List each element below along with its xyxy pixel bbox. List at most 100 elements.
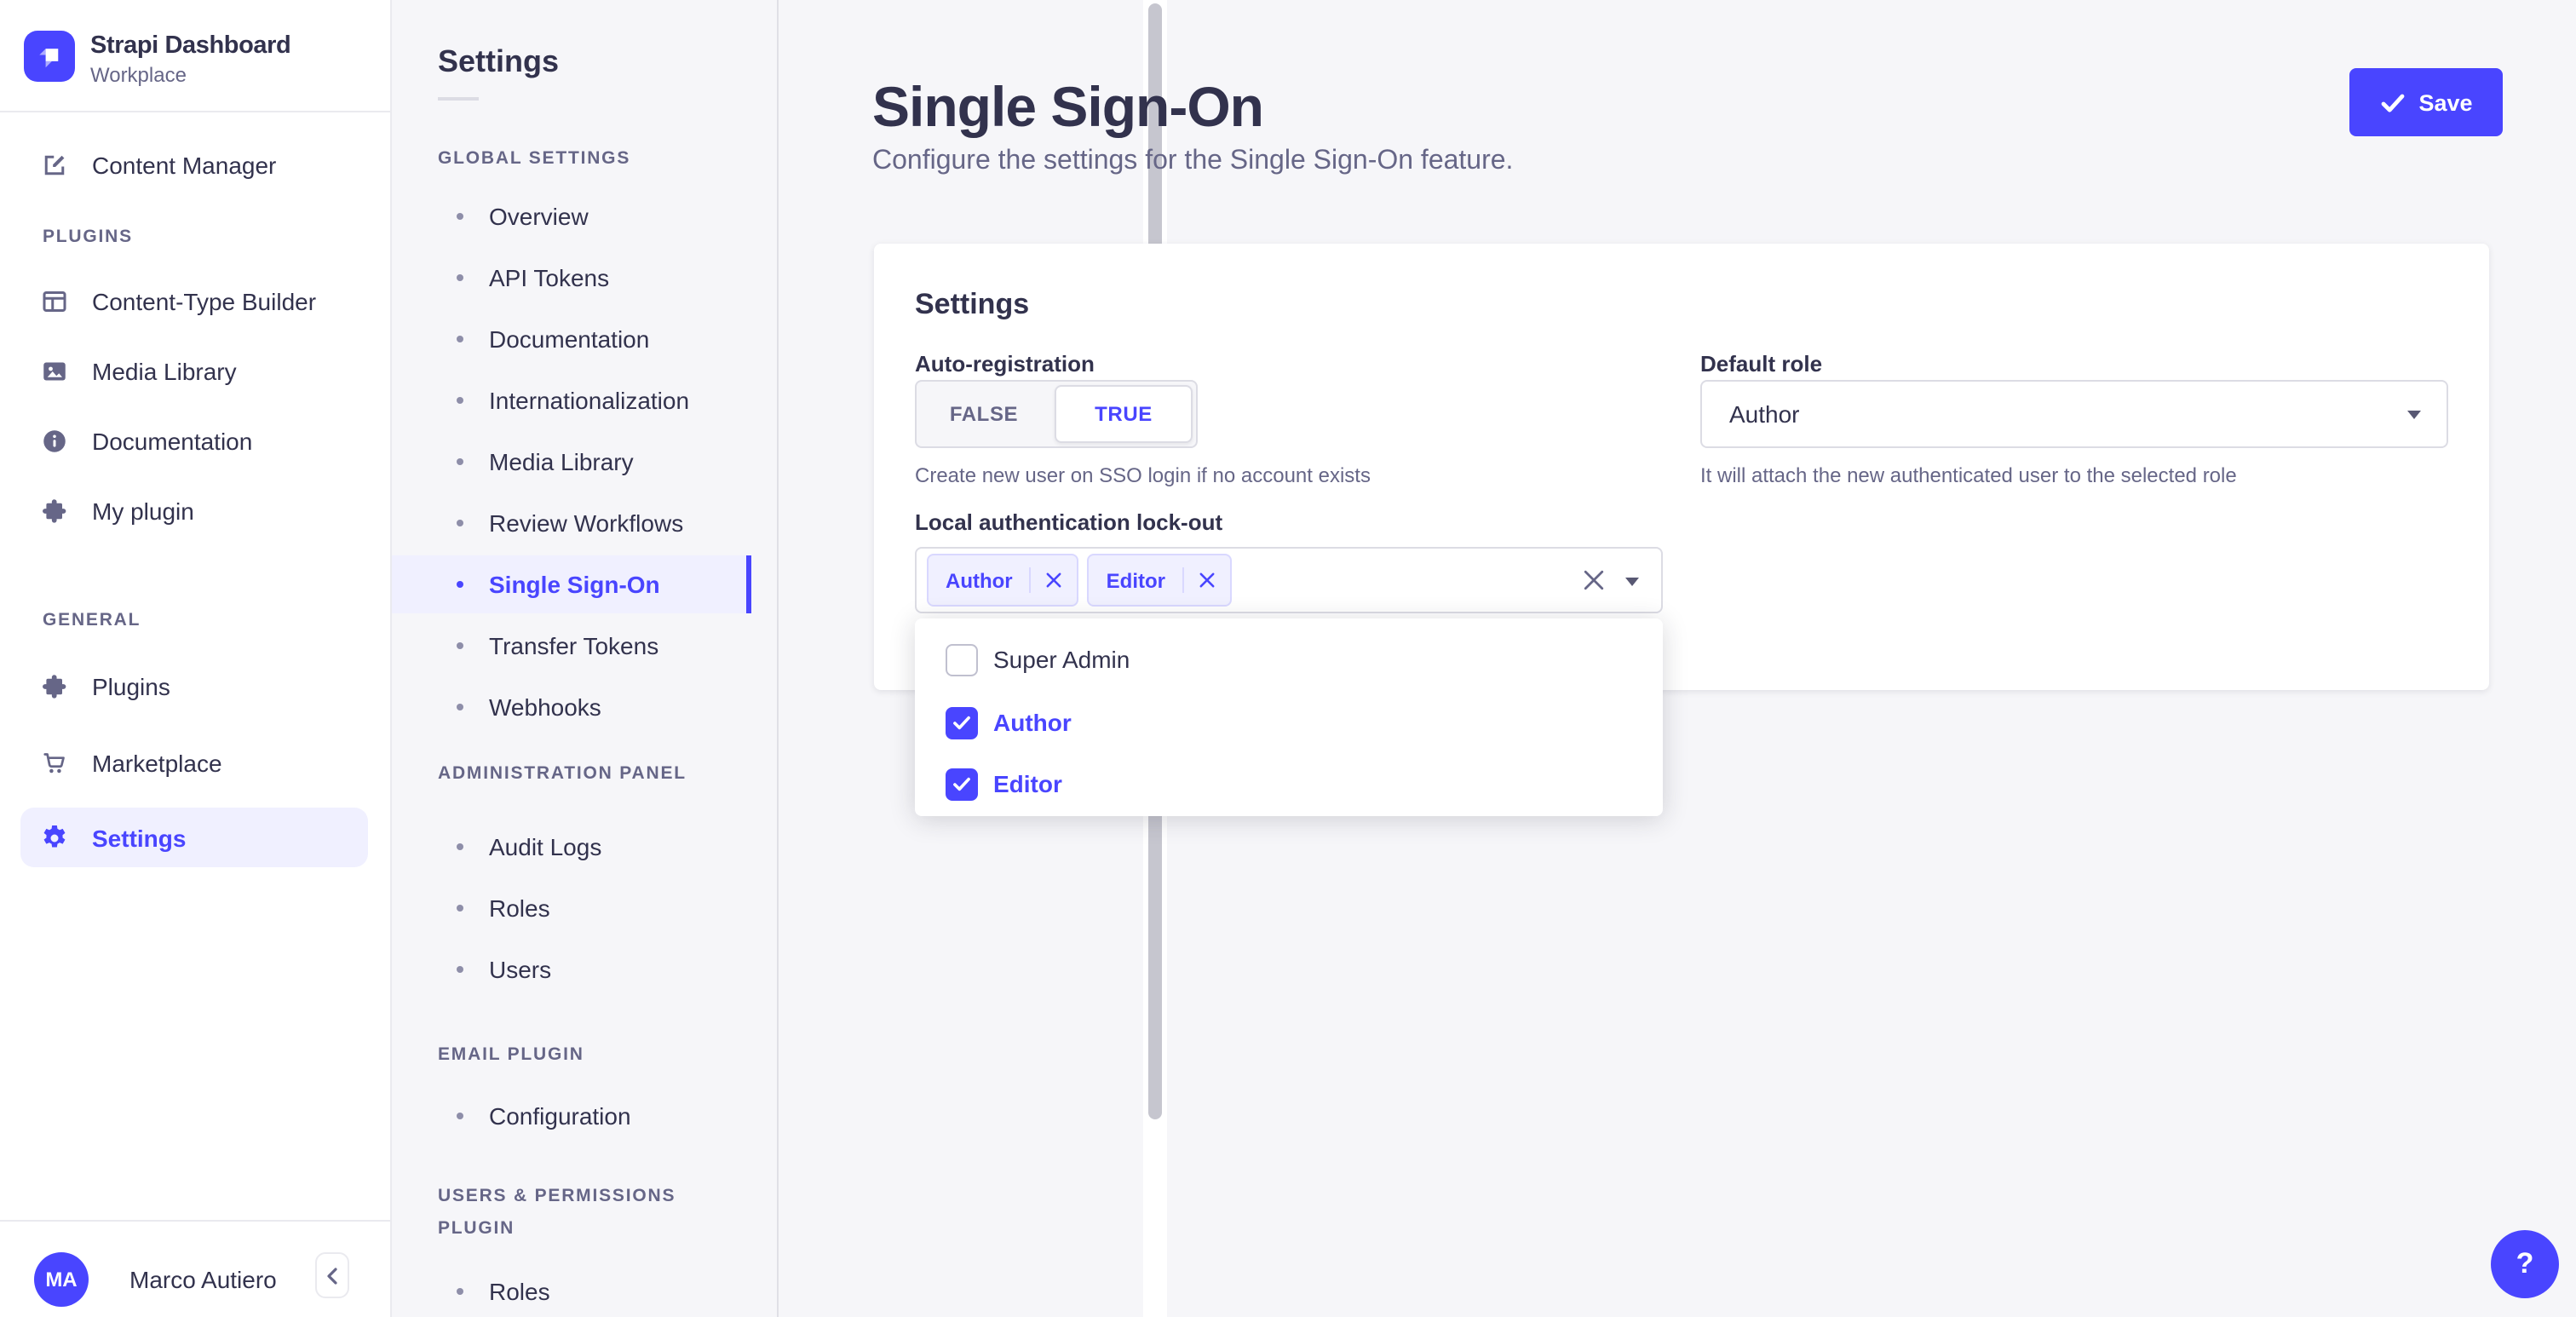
default-role-label: Default role: [1700, 351, 1823, 377]
toggle-option-false[interactable]: FALSE: [949, 402, 1019, 426]
tag-separator: [1029, 567, 1032, 593]
subnav-item-roles[interactable]: Roles: [392, 879, 751, 937]
subnav-item-webhooks[interactable]: Webhooks: [392, 678, 751, 736]
subnav-item-single-sign-on[interactable]: Single Sign-On: [392, 555, 751, 613]
clear-all-icon[interactable]: [1583, 569, 1605, 591]
bullet-icon: [457, 704, 463, 710]
caret-down-icon: [1625, 578, 1639, 586]
bullet-icon: [457, 642, 463, 649]
bullet-icon: [457, 520, 463, 526]
divider: [0, 111, 390, 112]
divider: [0, 1220, 390, 1222]
subnav-section-email-plugin: EMAIL PLUGIN: [438, 1044, 584, 1065]
picture-icon: [39, 356, 70, 387]
tag-separator: [1182, 567, 1184, 593]
sidebar-active-highlight: [20, 808, 368, 867]
settings-panel: Settings Auto-registration FALSE TRUE Cr…: [874, 244, 2489, 816]
sidebar-item-plugins[interactable]: Plugins: [0, 656, 390, 717]
workspace-subtitle: Workplace: [90, 63, 187, 87]
checkbox-checked[interactable]: [946, 768, 978, 800]
bullet-icon: [457, 1288, 463, 1295]
avatar: MA: [34, 1252, 89, 1307]
lockout-multiselect[interactable]: Author Editor: [915, 547, 1663, 613]
subnav-item-configuration[interactable]: Configuration: [392, 1087, 751, 1145]
user-profile[interactable]: MA Marco Autiero: [0, 1242, 390, 1317]
subnav-item-overview[interactable]: Overview: [392, 187, 751, 245]
subnav-item-transfer-tokens[interactable]: Transfer Tokens: [392, 617, 751, 675]
collapse-sidebar-button[interactable]: [315, 1252, 349, 1298]
checkbox-checked[interactable]: [946, 706, 978, 739]
default-role-hint: It will attach the new authenticated use…: [1700, 463, 2237, 487]
subnav-item-api-tokens[interactable]: API Tokens: [392, 249, 751, 307]
workspace-title: Strapi Dashboard: [90, 32, 291, 60]
lockout-dropdown: Super Admin Author Editor: [915, 618, 1663, 816]
auto-registration-toggle: FALSE TRUE: [915, 380, 1198, 448]
user-name: Marco Autiero: [129, 1266, 277, 1293]
bullet-icon: [457, 966, 463, 973]
subnav-item-media-library[interactable]: Media Library: [392, 433, 751, 491]
sidebar-item-content-manager[interactable]: Content Manager: [0, 135, 390, 196]
bullet-icon: [457, 274, 463, 281]
subnav-item-up-roles[interactable]: Roles: [392, 1262, 751, 1317]
sidebar-item-settings[interactable]: Settings: [0, 808, 390, 867]
tag-author[interactable]: Author: [927, 554, 1079, 607]
panel-title: Settings: [915, 288, 1030, 320]
subnav-item-internationalization[interactable]: Internationalization: [392, 371, 751, 429]
info-icon: [39, 426, 70, 457]
subnav-item-audit-logs[interactable]: Audit Logs: [392, 818, 751, 876]
option-super-admin[interactable]: Super Admin: [915, 629, 1663, 690]
bullet-icon: [457, 458, 463, 465]
active-edge-bar: [746, 555, 751, 613]
remove-tag-icon[interactable]: [1032, 572, 1078, 588]
tag-editor[interactable]: Editor: [1087, 554, 1232, 607]
subnav-section-administration-panel: ADMINISTRATION PANEL: [438, 763, 687, 784]
sidebar-item-label: Plugins: [92, 673, 170, 700]
sidebar-item-label: Media Library: [92, 358, 237, 385]
cart-icon: [39, 748, 70, 779]
subnav-item-review-workflows[interactable]: Review Workflows: [392, 494, 751, 552]
settings-subnav: Settings GLOBAL SETTINGS Overview API To…: [392, 0, 1167, 1317]
sidebar-section-general: GENERAL: [43, 610, 141, 630]
save-button[interactable]: Save: [2349, 68, 2503, 136]
puzzle-icon: [39, 671, 70, 702]
auto-registration-label: Auto-registration: [915, 351, 1095, 377]
auto-registration-hint: Create new user on SSO login if no accou…: [915, 463, 1371, 487]
remove-tag-icon[interactable]: [1184, 572, 1230, 588]
chevron-left-icon: [325, 1267, 339, 1284]
bullet-icon: [457, 397, 463, 404]
bullet-icon: [457, 1113, 463, 1119]
subnav-item-documentation[interactable]: Documentation: [392, 310, 751, 368]
sidebar-item-marketplace[interactable]: Marketplace: [0, 733, 390, 794]
subnav-section-global-settings: GLOBAL SETTINGS: [438, 148, 631, 169]
page-subtitle: Configure the settings for the Single Si…: [872, 147, 1514, 175]
default-role-value: Author: [1729, 400, 1800, 428]
page-title: Single Sign-On: [872, 75, 1264, 138]
default-role-select[interactable]: Author: [1700, 380, 2448, 448]
question-mark-icon: ?: [2516, 1247, 2534, 1280]
bullet-icon: [457, 213, 463, 220]
option-author[interactable]: Author: [915, 692, 1663, 753]
caret-down-icon: [2407, 411, 2421, 419]
sidebar-item-label: Documentation: [92, 428, 253, 455]
subnav-title: Settings: [438, 44, 560, 78]
sidebar-item-label: Content-Type Builder: [92, 288, 317, 315]
sidebar-item-label: Marketplace: [92, 750, 222, 777]
strapi-logo-icon: [24, 31, 75, 82]
sidebar-section-plugins: PLUGINS: [43, 227, 133, 247]
sidebar-item-label: My plugin: [92, 497, 194, 525]
sidebar-item-my-plugin[interactable]: My plugin: [0, 480, 390, 542]
lockout-label: Local authentication lock-out: [915, 509, 1223, 535]
help-button[interactable]: ?: [2491, 1230, 2559, 1298]
sidebar-item-label: Settings: [92, 824, 187, 851]
option-editor[interactable]: Editor: [915, 753, 1663, 814]
toggle-option-true[interactable]: TRUE: [1055, 385, 1193, 443]
subnav-item-users[interactable]: Users: [392, 940, 751, 998]
sidebar-item-media-library[interactable]: Media Library: [0, 341, 390, 402]
gear-icon: [39, 822, 70, 853]
checkbox[interactable]: [946, 643, 978, 676]
sidebar-item-content-type-builder[interactable]: Content-Type Builder: [0, 271, 390, 332]
bullet-icon: [457, 336, 463, 342]
check-icon: [2379, 91, 2405, 113]
sidebar-item-documentation[interactable]: Documentation: [0, 411, 390, 472]
